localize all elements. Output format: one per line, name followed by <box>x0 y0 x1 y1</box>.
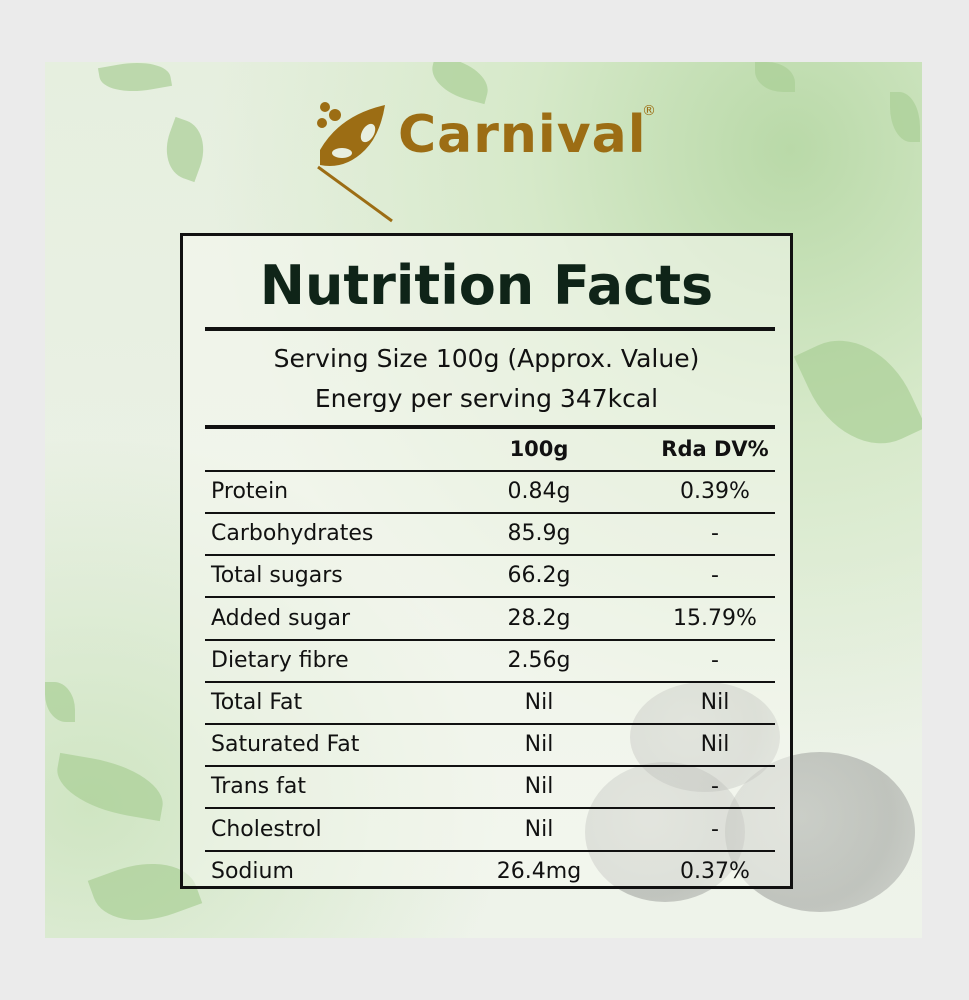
row-divider <box>205 765 775 768</box>
table-row: Total sugars 66.2g - <box>205 556 775 599</box>
amount-per-100g: 100g <box>509 437 569 461</box>
leaf-decoration <box>156 116 214 183</box>
rda-dv-percent: - <box>711 563 719 589</box>
nutrient-name: Trans fat <box>211 774 306 800</box>
row-divider <box>205 723 775 725</box>
leaf-decoration <box>51 752 169 822</box>
row-divider <box>205 596 775 599</box>
rda-dv-percent: 15.79% <box>673 605 757 631</box>
table-row: Carbohydrates 85.9g - <box>205 514 775 557</box>
amount-per-100g: Nil <box>524 816 554 842</box>
table-row: Sodium 26.4mg 0.37% <box>205 852 775 894</box>
leaf-decoration <box>755 62 795 92</box>
table-header: 100g Rda DV% <box>205 430 775 472</box>
nutrient-name: Total Fat <box>211 690 303 715</box>
nutrient-name: Cholestrol <box>211 816 322 842</box>
rda-dv-percent: - <box>711 774 719 800</box>
row-divider <box>205 554 775 557</box>
rda-dv-percent: - <box>711 521 719 547</box>
rda-dv-percent: 0.39% <box>680 479 750 504</box>
divider <box>205 327 775 331</box>
nutrient-name: Sodium <box>211 858 294 884</box>
table-row: Added sugar 28.2g 15.79% <box>205 599 775 641</box>
table-row: Total Fat Nil Nil <box>205 683 775 725</box>
amount-per-100g: Nil <box>524 732 554 758</box>
serving-size: Serving Size 100g (Approx. Value) <box>273 344 700 373</box>
rda-dv-percent: Nil <box>700 690 730 715</box>
row-divider <box>205 638 775 641</box>
nutrient-name: Carbohydrates <box>211 521 374 547</box>
nutrient-name: Added sugar <box>211 605 350 631</box>
nutrition-title: Nutrition Facts <box>259 254 714 317</box>
energy-per-serving: Energy per serving 347kcal <box>314 384 659 413</box>
rda-dv-percent: 0.37% <box>680 858 750 884</box>
nutrient-name: Total sugars <box>211 563 343 589</box>
amount-per-100g: 85.9g <box>507 521 571 547</box>
nutrient-name: Protein <box>211 479 289 504</box>
table-row: Saturated Fat Nil Nil <box>205 725 775 768</box>
brand-name: Carnival <box>398 105 647 165</box>
amount-per-100g: 0.84g <box>507 479 571 504</box>
mask-icon <box>317 102 393 223</box>
registered-mark: ® <box>642 103 656 119</box>
rda-dv-percent: - <box>711 647 719 673</box>
amount-per-100g: 2.56g <box>507 647 571 673</box>
table-row: Cholestrol Nil - <box>205 810 775 852</box>
rda-dv-percent: Rda DV% <box>661 437 769 461</box>
row-divider <box>205 680 775 683</box>
amount-per-100g: 28.2g <box>507 605 571 631</box>
amount-per-100g: Nil <box>524 774 554 800</box>
divider <box>205 425 775 429</box>
amount-per-100g: 66.2g <box>507 563 571 589</box>
row-divider <box>205 512 775 514</box>
table-row: Dietary fibre 2.56g - <box>205 641 775 683</box>
leaf-decoration <box>793 318 922 466</box>
nutrient-name: Saturated Fat <box>211 732 360 758</box>
row-divider <box>205 849 775 852</box>
amount-per-100g: 26.4mg <box>496 858 582 884</box>
rda-dv-percent: - <box>711 816 719 842</box>
table-row: Protein 0.84g 0.39% <box>205 472 775 514</box>
row-divider <box>205 470 775 472</box>
nutrition-facts-panel: Nutrition Facts Serving Size 100g (Appro… <box>180 233 793 889</box>
rda-dv-percent: Nil <box>700 732 730 758</box>
leaf-decoration <box>890 92 920 142</box>
row-divider <box>205 807 775 810</box>
nutrient-name: Dietary fibre <box>211 647 349 673</box>
amount-per-100g: Nil <box>524 690 554 715</box>
leaf-decoration <box>45 682 75 722</box>
table-row: Trans fat Nil - <box>205 767 775 810</box>
leaf-decoration <box>97 62 173 98</box>
brand-logo: Carnival ® <box>310 95 670 225</box>
